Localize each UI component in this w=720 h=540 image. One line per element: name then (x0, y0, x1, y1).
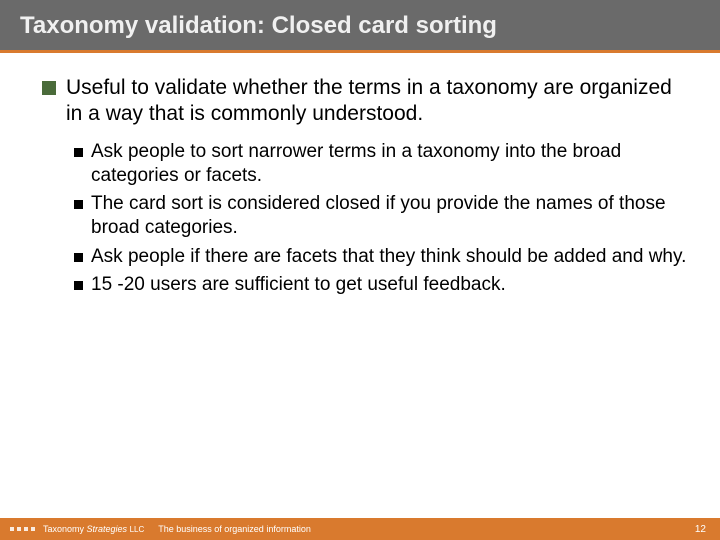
bullet-level2: The card sort is considered closed if yo… (74, 192, 690, 241)
footer-page-number: 12 (695, 524, 706, 535)
bullet-level2-text: 15 -20 users are sufficient to get usefu… (91, 273, 506, 297)
bullet-level1: Useful to validate whether the terms in … (42, 75, 690, 128)
bullet-level2-text: Ask people if there are facets that they… (91, 245, 686, 269)
sub-bullet-list: Ask people to sort narrower terms in a t… (42, 134, 690, 298)
footer-brand-part2: Strategies (87, 524, 130, 534)
bullet-level2: Ask people to sort narrower terms in a t… (74, 140, 690, 189)
footer-dots-icon (10, 527, 35, 531)
slide-content: Useful to validate whether the terms in … (0, 53, 720, 321)
small-square-bullet-icon (74, 253, 83, 262)
small-square-bullet-icon (74, 200, 83, 209)
slide-title: Taxonomy validation: Closed card sorting (20, 12, 700, 40)
bullet-level2-text: The card sort is considered closed if yo… (91, 192, 690, 241)
bullet-level2-text: Ask people to sort narrower terms in a t… (91, 140, 690, 189)
bullet-level1-text: Useful to validate whether the terms in … (66, 75, 690, 128)
slide-footer: Taxonomy Strategies LLC The business of … (0, 518, 720, 540)
title-bar: Taxonomy validation: Closed card sorting (0, 0, 720, 53)
bullet-level2: 15 -20 users are sufficient to get usefu… (74, 273, 690, 297)
footer-tagline: The business of organized information (158, 524, 311, 534)
footer-brand-part1: Taxonomy (43, 524, 87, 534)
footer-brand-part3: LLC (130, 525, 145, 534)
small-square-bullet-icon (74, 148, 83, 157)
bullet-level2: Ask people if there are facets that they… (74, 245, 690, 269)
square-bullet-icon (42, 81, 56, 95)
small-square-bullet-icon (74, 281, 83, 290)
footer-brand: Taxonomy Strategies LLC (43, 524, 144, 534)
